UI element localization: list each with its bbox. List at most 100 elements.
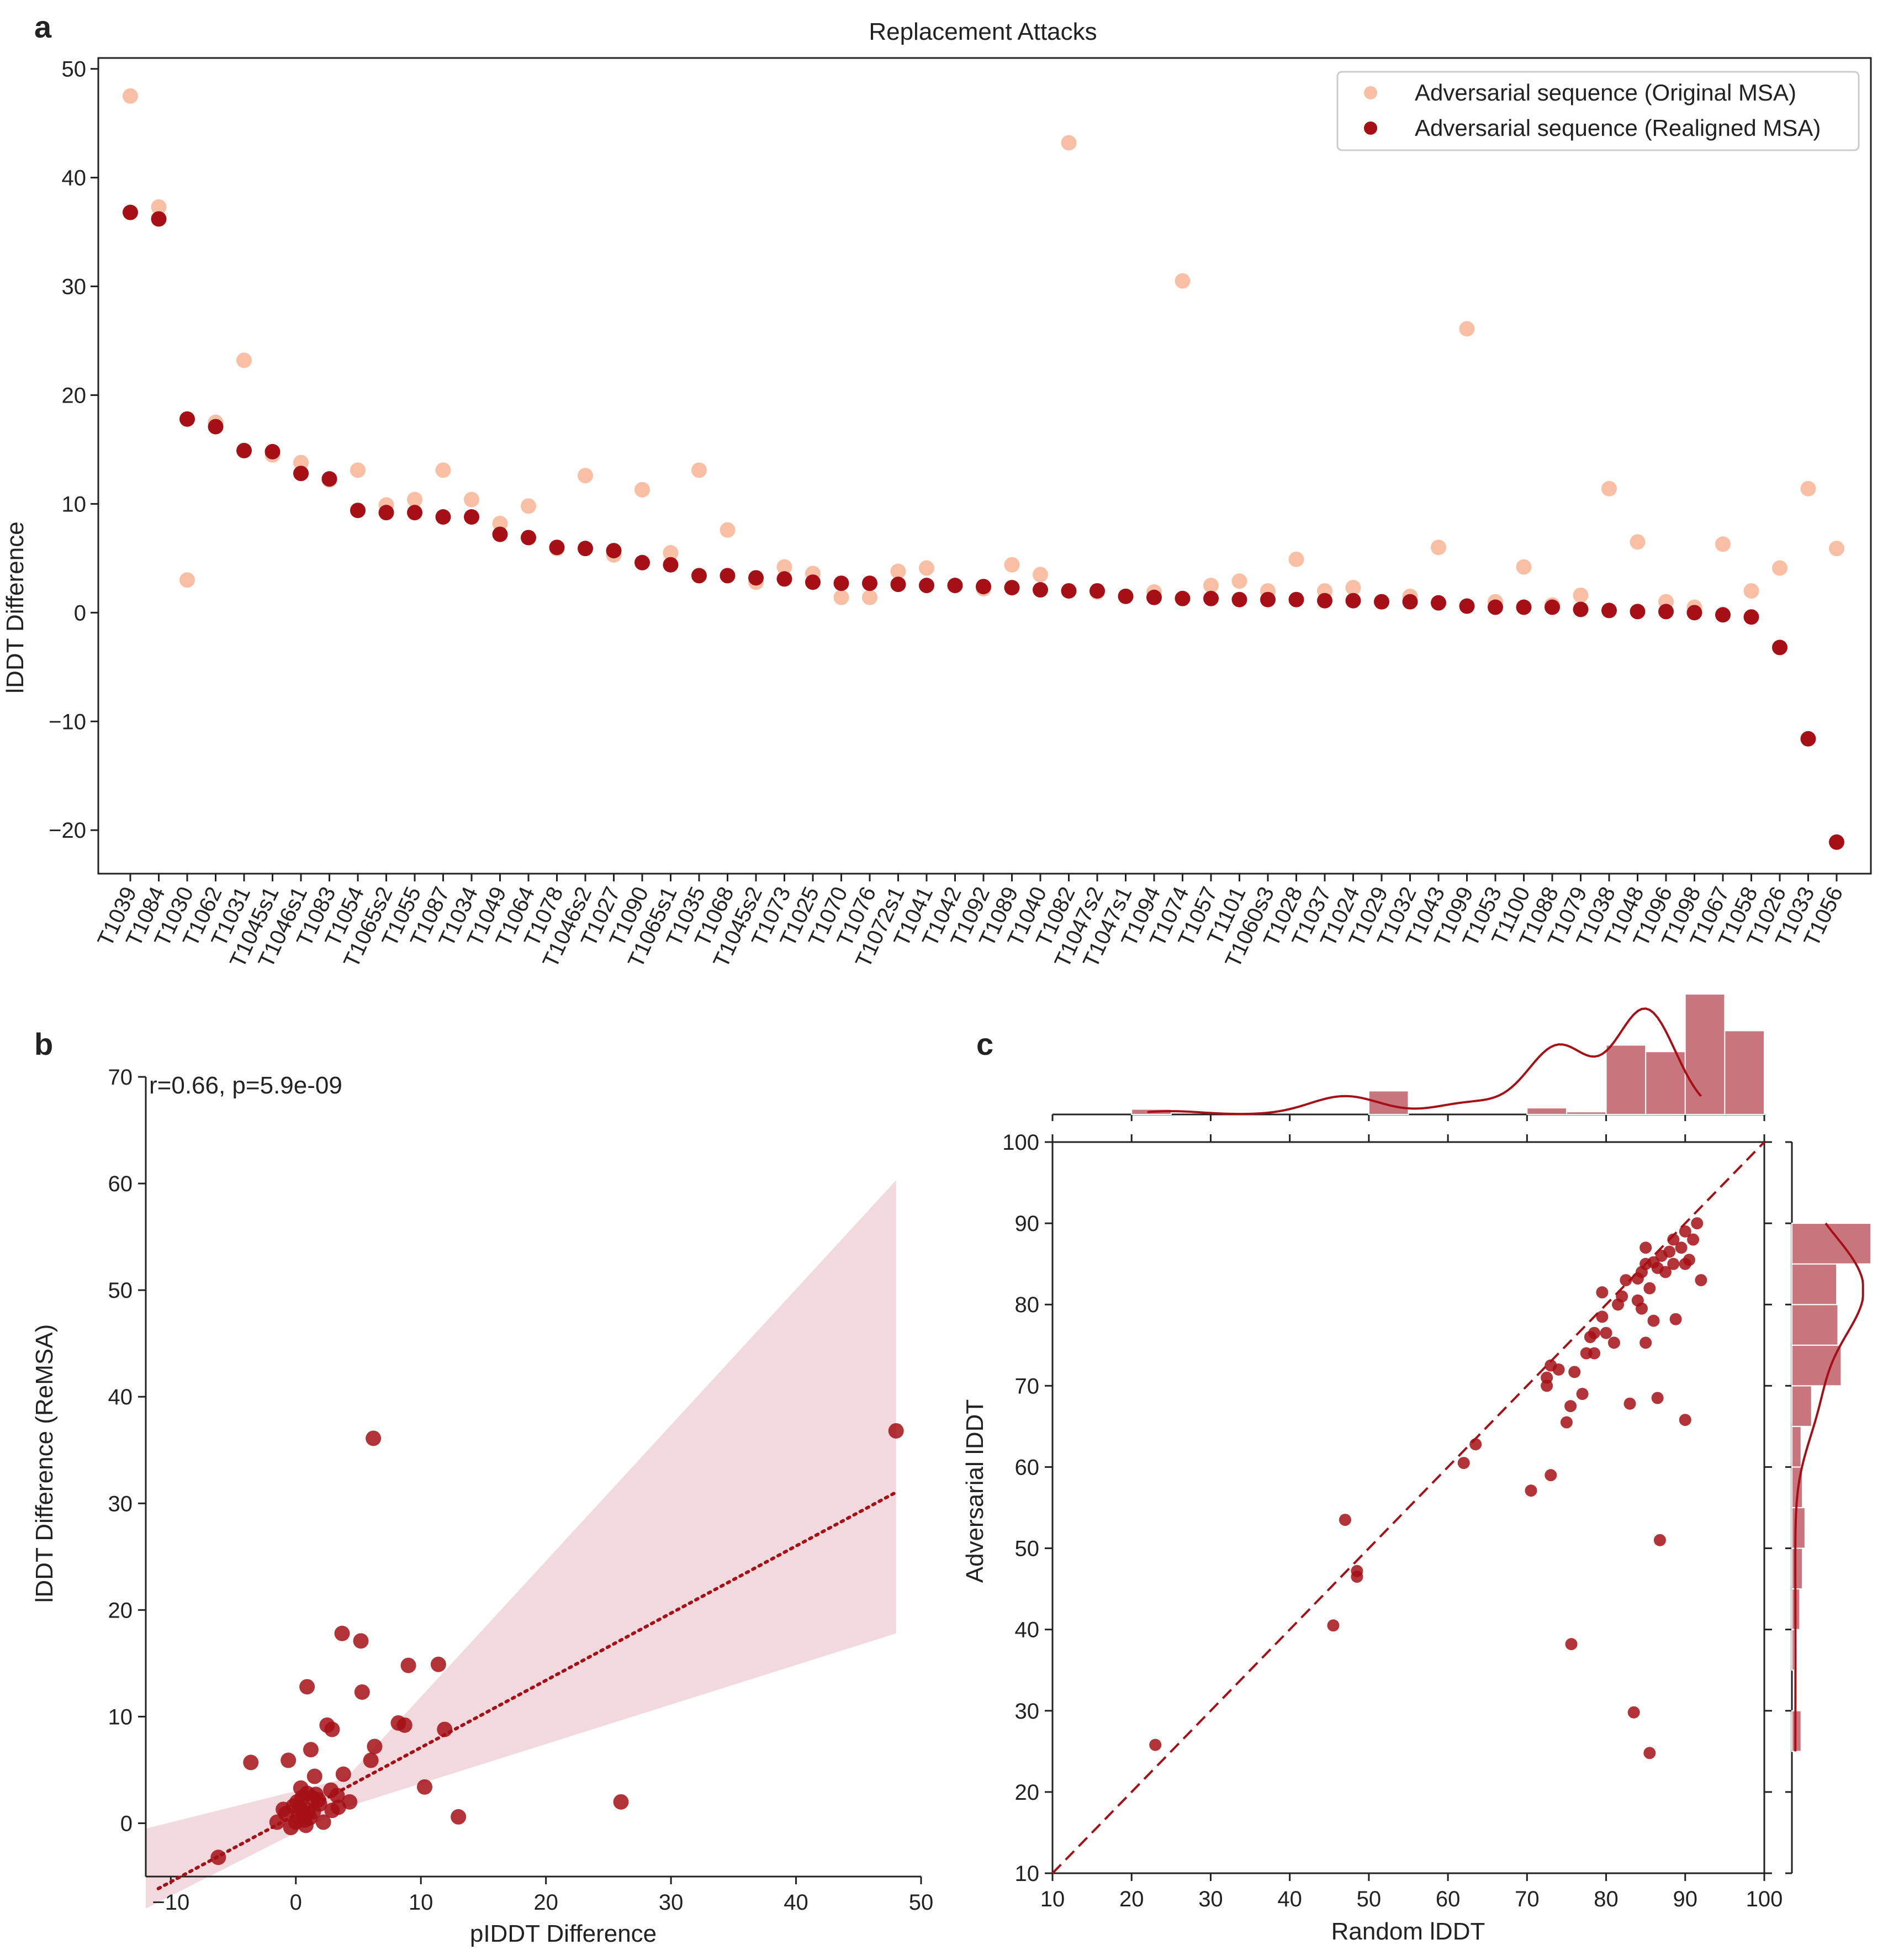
point-realigned-msa [1630, 604, 1646, 620]
point-b [451, 1809, 467, 1825]
legend-label-1: Adversarial sequence (Realigned MSA) [1415, 115, 1821, 141]
point-realigned-msa [1231, 591, 1247, 607]
confidence-band [146, 1180, 896, 1909]
point-b [303, 1742, 319, 1758]
point-original-msa [1630, 534, 1646, 550]
point-c [1564, 1400, 1577, 1413]
point-c [1659, 1266, 1672, 1278]
top-hist-bar [1645, 1051, 1686, 1115]
point-realigned-msa [1288, 591, 1304, 607]
legend-label-0: Adversarial sequence (Original MSA) [1415, 80, 1796, 105]
point-realigned-msa [549, 540, 565, 556]
x-tick-label-b: 10 [409, 1890, 433, 1915]
point-b [363, 1752, 379, 1768]
point-b [334, 1625, 350, 1641]
x-tick-label-b: 50 [909, 1890, 934, 1915]
point-realigned-msa [1829, 834, 1844, 850]
point-c [1568, 1366, 1581, 1378]
point-realigned-msa [890, 577, 906, 593]
point-realigned-msa [919, 578, 934, 594]
x-tick-label-b: 0 [290, 1890, 302, 1915]
y-tick-label-b: 50 [108, 1278, 133, 1303]
point-b [613, 1794, 629, 1810]
point-c [1588, 1327, 1601, 1339]
point-realigned-msa [1374, 594, 1389, 610]
point-b [324, 1803, 340, 1819]
point-realigned-msa [1459, 598, 1475, 614]
point-realigned-msa [492, 526, 508, 542]
point-c [1636, 1302, 1648, 1315]
point-c [1339, 1514, 1351, 1526]
point-c [1596, 1286, 1609, 1299]
point-original-msa [1431, 540, 1446, 556]
point-realigned-msa [1004, 580, 1020, 596]
right-hist-bar [1791, 1425, 1802, 1468]
y-tick-label-a: −20 [49, 818, 86, 843]
top-hist-bar [1368, 1090, 1409, 1115]
point-c [1327, 1619, 1340, 1632]
y-tick-label-c: 100 [1002, 1130, 1039, 1155]
point-b [243, 1755, 259, 1771]
panel-c-plot: 10 20 30 40 50 60 70 80 90 100 10 20 30 40 50 60 70 80 90 1… [1002, 994, 1871, 1911]
point-c [1675, 1241, 1688, 1254]
point-realigned-msa [1260, 591, 1276, 607]
point-original-msa [293, 455, 309, 471]
point-original-msa [1231, 573, 1247, 589]
point-c [1643, 1282, 1656, 1294]
x-tick-label-c: 40 [1277, 1887, 1302, 1911]
y-tick-label-c: 20 [1015, 1780, 1040, 1805]
point-original-msa [691, 462, 707, 478]
point-original-msa [1715, 536, 1731, 552]
point-realigned-msa [833, 575, 849, 591]
point-realigned-msa [293, 466, 309, 482]
point-b [888, 1423, 904, 1439]
point-c [1541, 1371, 1553, 1384]
y-tick-label-c: 40 [1015, 1618, 1040, 1642]
y-tick-label-c: 70 [1015, 1374, 1040, 1398]
point-original-msa [862, 589, 877, 605]
point-b [400, 1657, 416, 1673]
right-hist-bar [1791, 1344, 1842, 1387]
point-c [1653, 1534, 1666, 1546]
point-c [1149, 1738, 1162, 1751]
point-realigned-msa [123, 204, 138, 220]
y-tick-label-b: 40 [108, 1385, 133, 1409]
legend-box-a [1336, 71, 1860, 151]
x-tick-label-c: 60 [1436, 1887, 1461, 1911]
panel-b-plot: 0 10 20 30 40 50 60 70 −10 0 10 20 30 40 50 [108, 1065, 934, 1915]
point-b [329, 1788, 345, 1804]
point-original-msa [1800, 480, 1816, 496]
point-realigned-msa [776, 571, 792, 587]
legend-marker-1 [1364, 121, 1377, 135]
point-c [1616, 1290, 1628, 1303]
y-tick-label-c: 90 [1015, 1212, 1040, 1236]
point-c [1687, 1233, 1700, 1246]
point-realigned-msa [464, 509, 479, 525]
y-tick-label-b: 10 [108, 1705, 133, 1729]
x-axis-label-b: pIDDT Difference [470, 1920, 657, 1947]
point-realigned-msa [606, 543, 622, 559]
x-tick-label-c: 70 [1515, 1887, 1540, 1911]
point-b [324, 1721, 340, 1737]
point-original-msa [1061, 135, 1077, 151]
panel-a-plot: −20−1001020304050T1039T1084T1030T1062T10… [49, 57, 1872, 971]
y-tick-label-a: −10 [49, 710, 86, 734]
point-c [1560, 1416, 1573, 1429]
top-hist-bar [1684, 994, 1726, 1115]
right-hist-bar [1791, 1629, 1795, 1671]
point-original-msa [1516, 559, 1532, 575]
y-tick-label-c: 50 [1015, 1537, 1040, 1561]
point-realigned-msa [1545, 599, 1560, 615]
point-c [1623, 1397, 1636, 1410]
y-tick-label-b: 20 [108, 1598, 133, 1623]
point-original-msa [179, 572, 195, 588]
y-axis-label-b: lDDT Difference (ReMSA) [31, 1324, 58, 1603]
point-c [1545, 1469, 1557, 1482]
point-realigned-msa [407, 505, 422, 521]
point-realigned-msa [720, 568, 736, 584]
point-realigned-msa [1118, 588, 1134, 604]
point-realigned-msa [691, 568, 707, 584]
point-b [306, 1768, 322, 1784]
panel-label-c: c [976, 1027, 993, 1061]
